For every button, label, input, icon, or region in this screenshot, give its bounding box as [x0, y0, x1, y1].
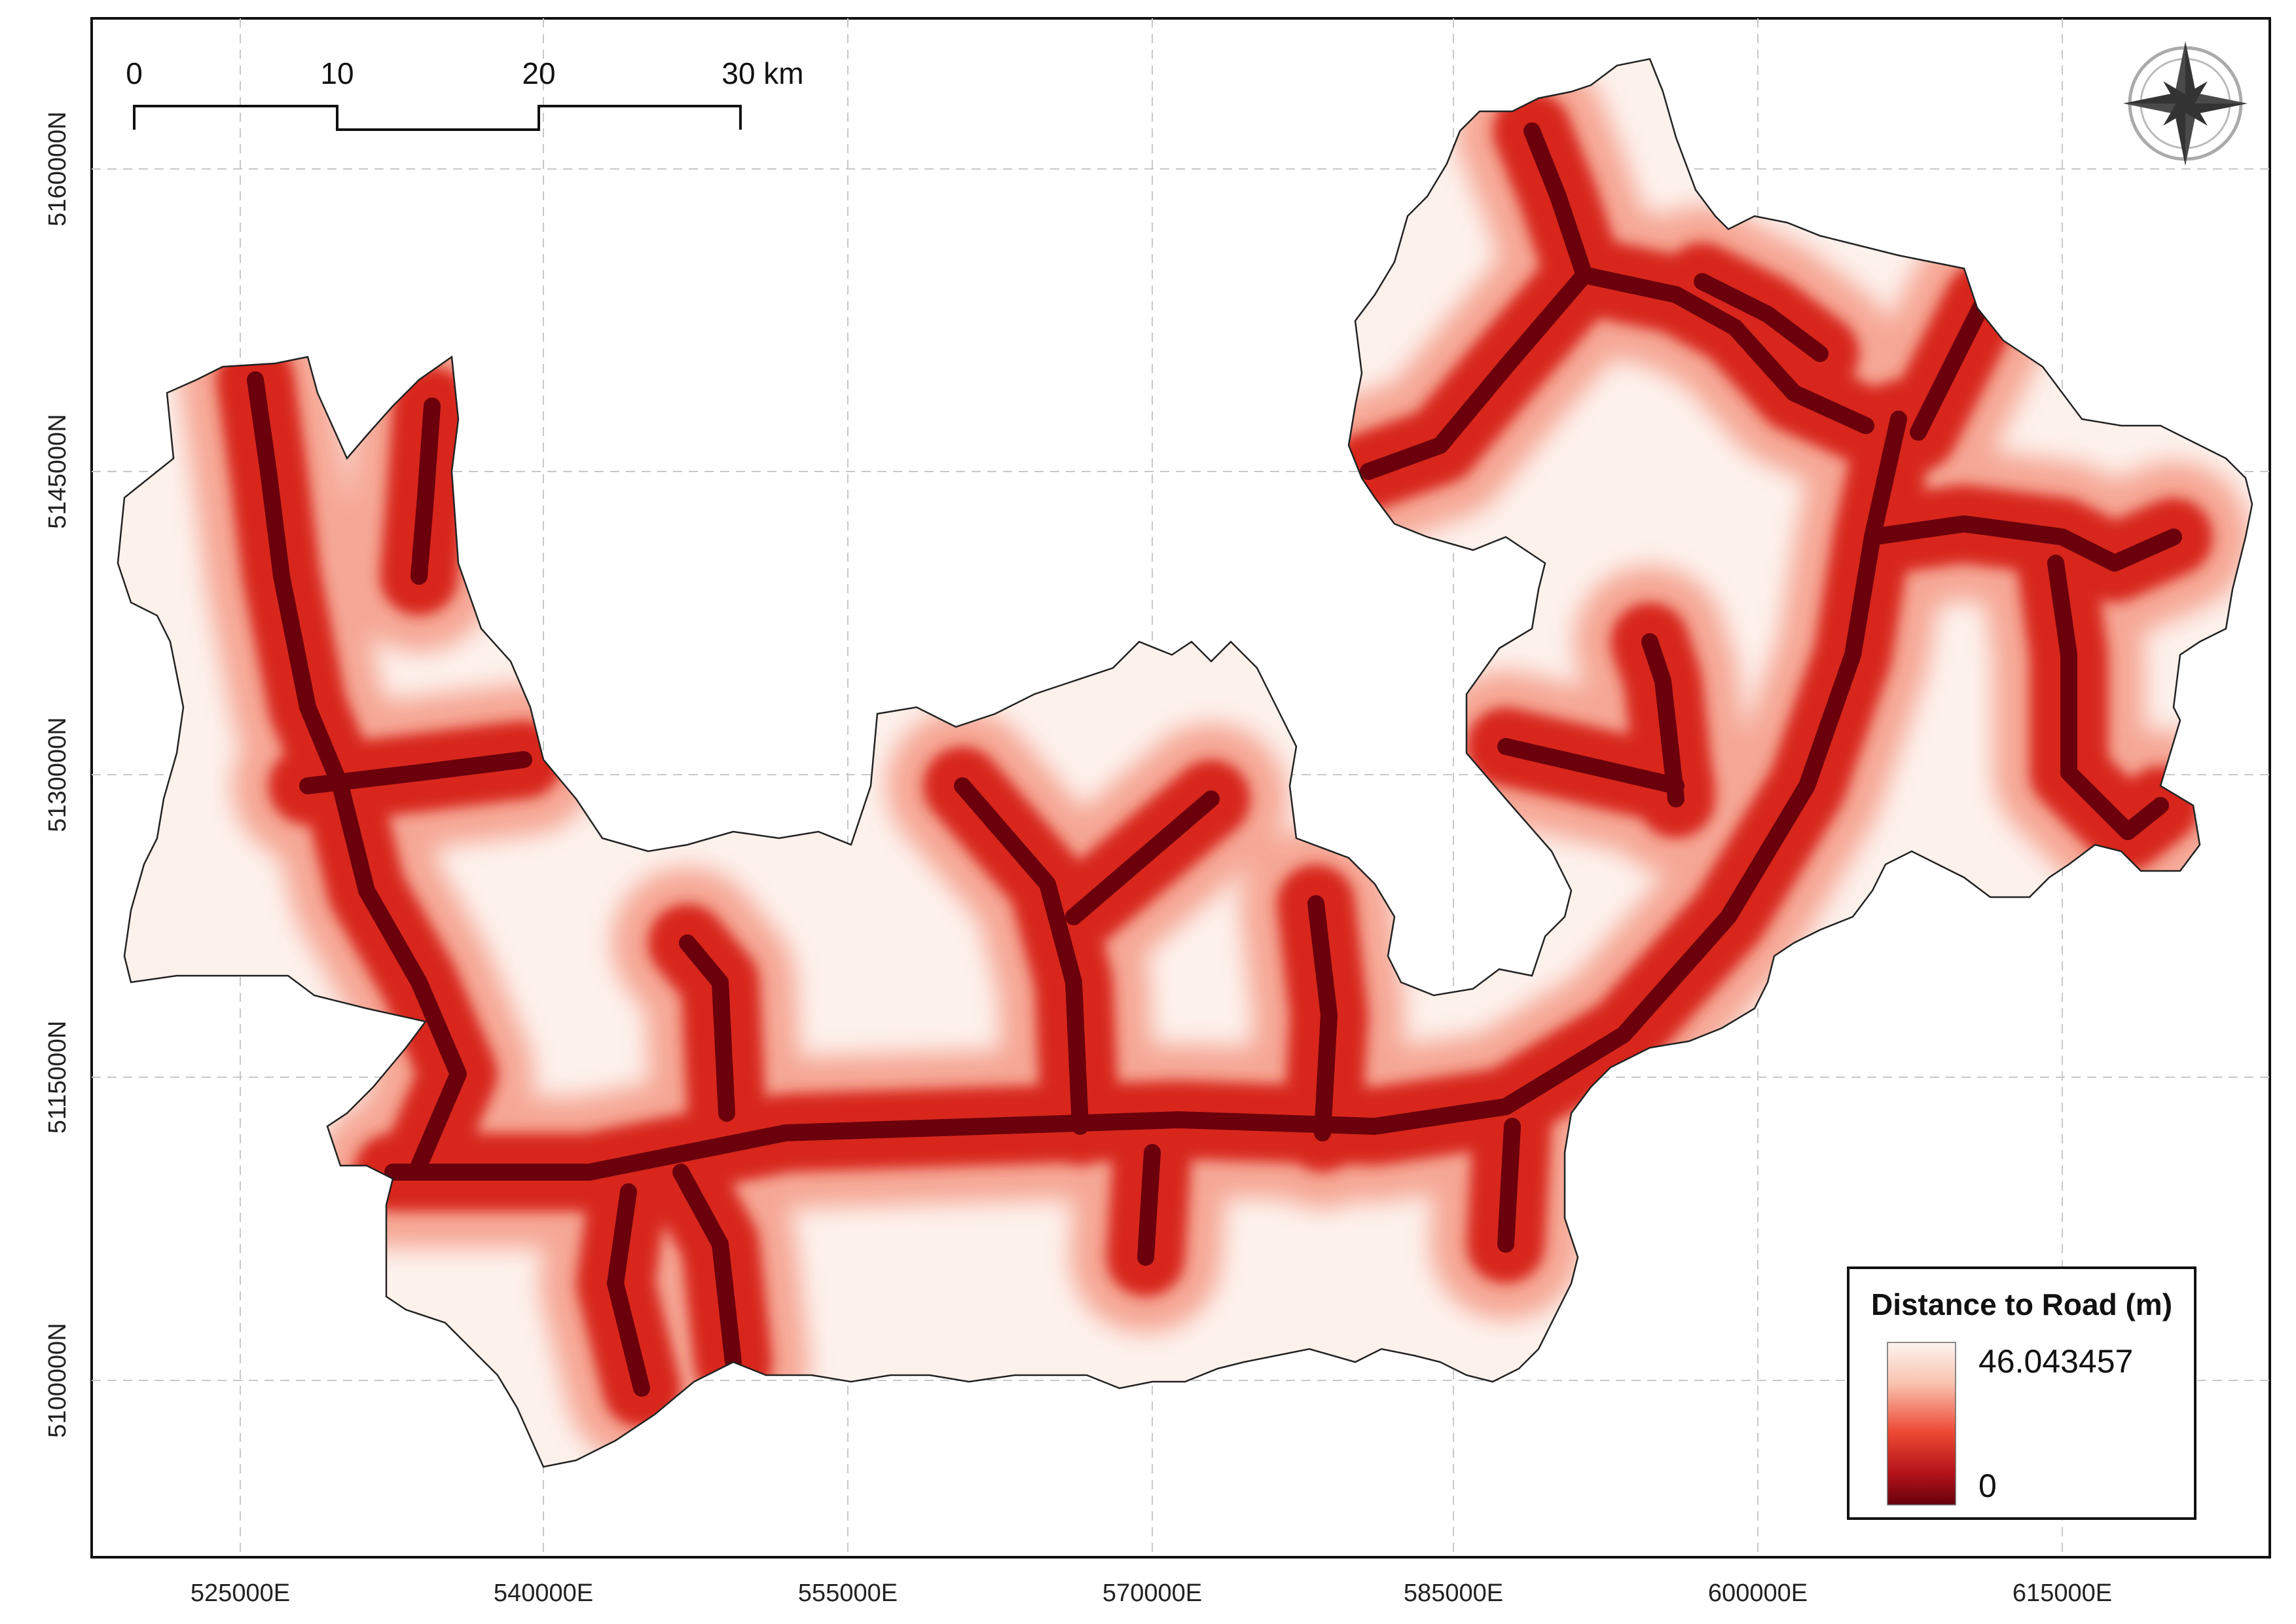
legend: Distance to Road (m) 46.043457 0 [1847, 1266, 2196, 1520]
scale-label: 20 [522, 56, 555, 90]
y-tick-label: 5130000N [44, 717, 71, 832]
legend-color-ramp [1887, 1342, 1956, 1505]
scale-bar: 0 10 20 30 km [126, 56, 804, 131]
legend-min-label: 0 [1978, 1467, 1997, 1504]
y-tick-label: 5100000N [44, 1323, 71, 1437]
compass-rose-icon [2123, 41, 2248, 166]
legend-max-label: 46.043457 [1978, 1343, 2133, 1380]
y-axis-labels: 5160000N 5145000N 5130000N 5115000N 5100… [44, 111, 71, 1437]
x-tick-label: 525000E [191, 1579, 290, 1607]
x-tick-label: 615000E [2013, 1579, 2112, 1607]
x-tick-label: 585000E [1404, 1579, 1503, 1607]
x-tick-label: 570000E [1102, 1579, 1202, 1607]
y-tick-label: 5145000N [44, 414, 71, 528]
y-tick-label: 5160000N [44, 111, 71, 226]
legend-title: Distance to Road (m) [1871, 1287, 2172, 1321]
scale-label: 0 [126, 56, 143, 90]
x-tick-label: 600000E [1708, 1579, 1808, 1607]
scale-label: 30 km [721, 56, 803, 90]
scale-label: 10 [320, 56, 354, 90]
x-tick-label: 540000E [494, 1579, 593, 1607]
x-axis-labels: 525000E 540000E 555000E 570000E 585000E … [191, 1579, 2112, 1607]
x-tick-label: 555000E [798, 1579, 898, 1607]
y-tick-label: 5115000N [44, 1021, 71, 1134]
